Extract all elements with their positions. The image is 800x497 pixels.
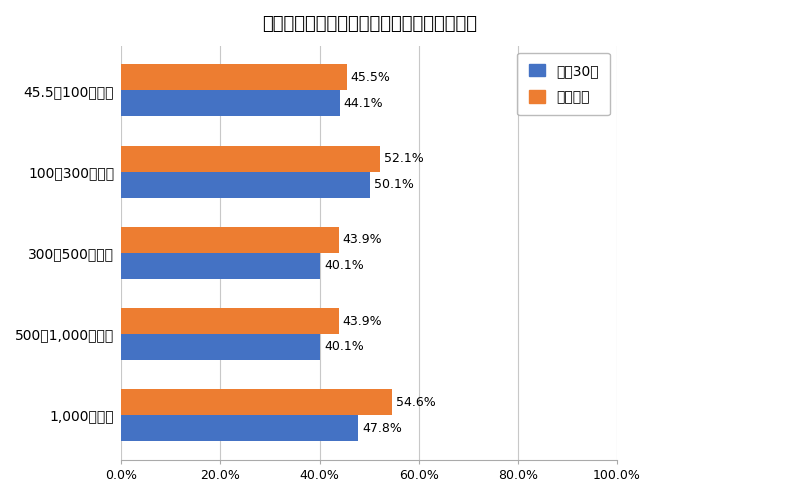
Bar [121,227,339,253]
Bar [121,146,379,171]
Legend: 平成30年, 令和元年: 平成30年, 令和元年 [518,53,610,115]
Bar [121,308,339,334]
Bar [121,334,320,360]
Bar [121,415,358,441]
Text: 43.9%: 43.9% [343,233,382,247]
Text: 40.1%: 40.1% [324,340,364,353]
Text: 45.5%: 45.5% [350,71,390,84]
Text: 40.1%: 40.1% [324,259,364,272]
Text: 43.9%: 43.9% [343,315,382,328]
Title: 図　企業規模別の法定雇用率達成企業の割合: 図 企業規模別の法定雇用率達成企業の割合 [262,15,477,33]
Text: 44.1%: 44.1% [344,97,383,110]
Bar [121,65,347,90]
Text: 47.8%: 47.8% [362,421,402,435]
Text: 52.1%: 52.1% [383,152,423,165]
Bar [121,90,340,116]
Text: 50.1%: 50.1% [374,178,414,191]
Bar [121,253,320,279]
Bar [121,171,370,198]
Bar [121,389,392,415]
Text: 54.6%: 54.6% [396,396,436,409]
